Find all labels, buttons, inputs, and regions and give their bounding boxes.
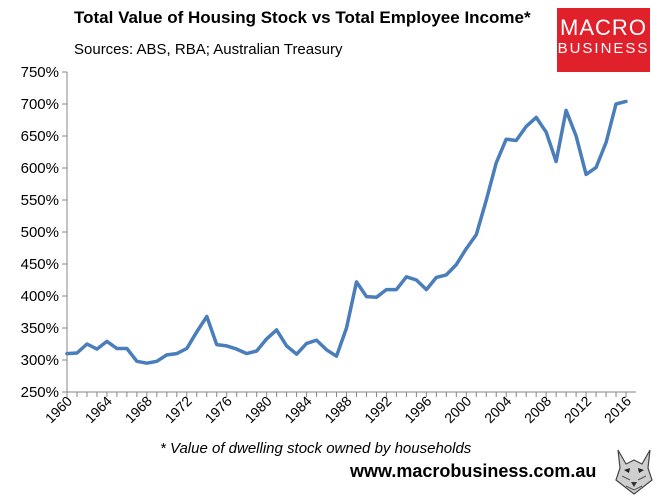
data-point (215, 343, 218, 346)
data-point (255, 349, 258, 353)
data-point (335, 355, 338, 358)
series-group (65, 99, 628, 365)
data-point (495, 161, 498, 165)
data-point (435, 276, 438, 279)
data-point (295, 353, 298, 356)
y-tick-label: 350% (21, 320, 59, 337)
x-tick-label: 1964 (82, 393, 115, 426)
data-point (505, 138, 508, 141)
y-tick-label: 600% (21, 160, 59, 177)
data-point (175, 352, 178, 355)
data-point (115, 347, 119, 350)
website-url: www.macrobusiness.com.au (350, 461, 597, 481)
data-point (594, 166, 598, 169)
data-point (564, 109, 568, 112)
logo-line-1: MACRO (560, 15, 647, 40)
x-tick-label: 1968 (122, 393, 155, 426)
y-tick-label: 500% (21, 224, 59, 241)
data-point (545, 131, 548, 134)
data-point (135, 360, 139, 363)
fox-mascot-icon (612, 446, 656, 496)
x-tick-label: 2004 (481, 393, 514, 426)
data-point (235, 347, 238, 351)
macrobusiness-logo: MACRO BUSINESS (557, 8, 650, 72)
data-point (604, 141, 608, 144)
x-tick-label: 1972 (162, 393, 195, 426)
x-tick-label: 1992 (361, 393, 394, 426)
chart-subtitle: Sources: ABS, RBA; Australian Treasury (74, 41, 343, 58)
x-tick-label: 1988 (321, 393, 354, 426)
logo-line-2: BUSINESS (557, 40, 650, 57)
data-point (624, 100, 628, 103)
y-tick-label: 650% (21, 128, 59, 145)
data-point (345, 326, 348, 330)
x-tick-label: 2000 (441, 393, 474, 426)
data-point (185, 347, 188, 350)
data-point (385, 288, 388, 291)
data-point (75, 351, 79, 355)
data-point (614, 102, 618, 106)
data-point (275, 328, 278, 332)
data-point (315, 339, 318, 342)
data-point (475, 233, 478, 236)
y-tick-label: 250% (21, 384, 59, 401)
x-tick-label: 2012 (561, 393, 594, 426)
data-point (245, 352, 248, 355)
footnote: * Value of dwelling stock owned by house… (160, 440, 472, 457)
x-tick-label: 1996 (401, 393, 434, 426)
x-tick-label: 2008 (521, 393, 554, 426)
data-point (574, 134, 578, 138)
x-tick-label: 1976 (201, 393, 234, 426)
y-tick-label: 750% (21, 64, 59, 81)
data-point (465, 247, 468, 250)
data-point (165, 353, 168, 357)
data-point (375, 296, 378, 299)
y-tick-label: 300% (21, 352, 59, 369)
data-point (405, 275, 408, 278)
data-point (105, 340, 109, 343)
y-axis: 250% 300% 350% 400% 450% 500% 550% 600% 650% 700%… (21, 64, 68, 401)
data-point (445, 273, 448, 277)
data-point (554, 160, 558, 163)
y-tick-label: 550% (21, 192, 59, 209)
data-point (155, 360, 158, 363)
data-point (305, 342, 308, 345)
data-point (415, 278, 418, 282)
data-point (265, 337, 268, 341)
data-point (285, 344, 288, 348)
data-point (95, 347, 99, 351)
data-point (195, 330, 198, 333)
x-axis: 1960 1964 1968 1972 1976 1980 1984 1988 1992 1996… (42, 391, 636, 426)
data-point (205, 315, 208, 318)
data-point (525, 125, 528, 128)
y-tick-label: 700% (21, 96, 59, 113)
data-point (455, 263, 458, 266)
data-point (65, 352, 69, 355)
data-point (425, 288, 428, 291)
x-tick-label: 1980 (241, 393, 274, 426)
y-tick-label: 400% (21, 288, 59, 305)
data-point (325, 348, 328, 351)
series-line (65, 99, 628, 365)
data-point (485, 198, 488, 202)
data-point (365, 295, 368, 298)
data-point (535, 116, 538, 119)
data-point (85, 342, 89, 346)
chart-title: Total Value of Housing Stock vs Total Em… (74, 8, 531, 27)
x-tick-label: 2016 (601, 393, 634, 426)
data-point (355, 280, 358, 284)
data-point (125, 347, 129, 350)
data-point (515, 139, 518, 142)
data-point (225, 344, 228, 348)
x-tick-label: 1984 (281, 393, 314, 426)
y-tick-label: 450% (21, 256, 59, 273)
data-point (584, 173, 588, 176)
data-point (145, 362, 149, 365)
data-point (395, 288, 398, 291)
